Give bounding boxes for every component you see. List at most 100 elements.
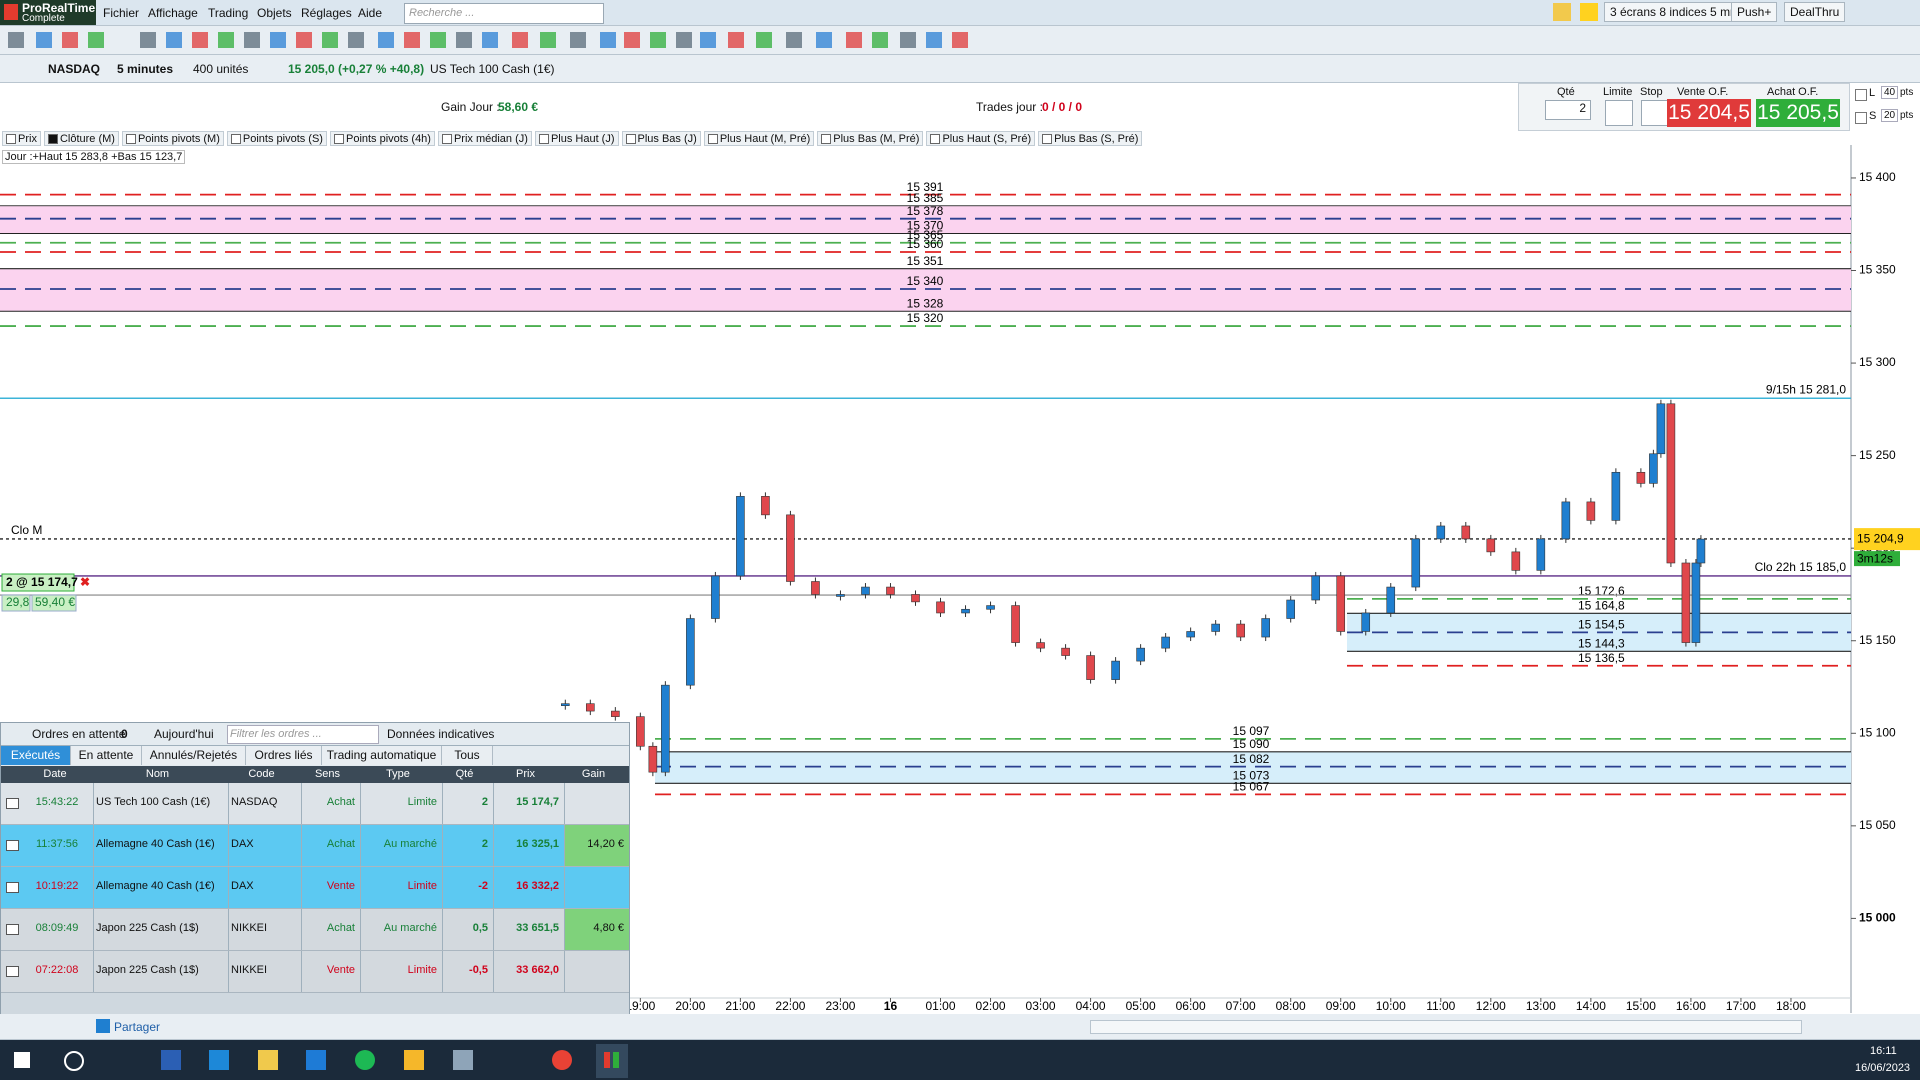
period[interactable]: Aujourd'hui <box>154 727 214 741</box>
app-icon[interactable] <box>552 1050 572 1070</box>
column-header[interactable]: Prix <box>516 768 535 780</box>
tool-icon[interactable] <box>456 32 472 48</box>
app-icon[interactable] <box>258 1050 278 1070</box>
checkbox[interactable] <box>707 133 718 144</box>
checkbox[interactable] <box>333 133 344 144</box>
order-row[interactable]: 07:22:08 Japon 225 Cash (1$) NIKKEI Vente Li… <box>1 951 629 993</box>
tool-icon[interactable] <box>624 32 640 48</box>
tool-icon[interactable] <box>700 32 716 48</box>
tool-icon[interactable] <box>348 32 364 48</box>
menu-item[interactable]: Objets <box>257 6 292 20</box>
indicator[interactable]: Plus Bas (S, Pré) <box>1038 131 1143 146</box>
order-row[interactable]: 15:43:22 US Tech 100 Cash (1€) NASDAQ Achat… <box>1 783 629 825</box>
indicator[interactable]: Plus Haut (S, Pré) <box>926 131 1036 146</box>
tool-icon[interactable] <box>8 32 24 48</box>
tool-icon[interactable] <box>540 32 556 48</box>
column-header[interactable]: Sens <box>314 768 341 780</box>
interval[interactable]: 5 minutes <box>117 62 174 76</box>
indicator[interactable]: Clôture (M) <box>43 131 119 146</box>
indicator[interactable]: Prix médian (J) <box>437 131 532 146</box>
tool-icon[interactable] <box>88 32 104 48</box>
tab[interactable]: Ordres liés <box>246 746 322 765</box>
checkbox[interactable] <box>1855 112 1867 124</box>
app-icon[interactable] <box>453 1050 473 1070</box>
limit-button[interactable] <box>1605 100 1633 126</box>
app-icon[interactable] <box>161 1050 181 1070</box>
column-header[interactable]: Code <box>248 768 275 780</box>
tool-icon[interactable] <box>62 32 78 48</box>
menu-item[interactable]: Réglages <box>301 6 352 20</box>
tool-icon[interactable] <box>926 32 942 48</box>
indicator[interactable]: Plus Bas (M, Pré) <box>817 131 924 146</box>
icon[interactable] <box>1580 3 1598 21</box>
push-button[interactable]: Push+ <box>1731 2 1778 22</box>
share-button[interactable]: Partager <box>114 1020 161 1034</box>
order-row[interactable]: 11:37:56 Allemagne 40 Cash (1€) DAX Achat Au… <box>1 825 629 867</box>
order-row[interactable]: 10:19:22 Allemagne 40 Cash (1€) DAX Vente Li… <box>1 867 629 909</box>
checkbox[interactable] <box>125 133 136 144</box>
menu-item[interactable]: Aide <box>358 6 383 20</box>
tool-icon[interactable] <box>140 32 156 48</box>
layout-button[interactable]: 3 écrans 8 indices 5 mn <box>1604 2 1743 22</box>
tool-icon[interactable] <box>166 32 182 48</box>
app-icon[interactable] <box>404 1050 424 1070</box>
app-icon[interactable] <box>306 1050 326 1070</box>
start-icon[interactable] <box>14 1052 30 1068</box>
tool-icon[interactable] <box>846 32 862 48</box>
indicator[interactable]: Plus Haut (J) <box>534 131 619 146</box>
tool-icon[interactable] <box>378 32 394 48</box>
tool-icon[interactable] <box>872 32 888 48</box>
tool-icon[interactable] <box>322 32 338 48</box>
tool-icon[interactable] <box>676 32 692 48</box>
checkbox[interactable] <box>6 133 16 144</box>
checkbox[interactable] <box>230 133 241 144</box>
app-icon[interactable] <box>209 1050 229 1070</box>
checkbox[interactable] <box>538 133 549 144</box>
tool-icon[interactable] <box>816 32 832 48</box>
tool-icon[interactable] <box>650 32 666 48</box>
tab[interactable]: Annulés/Rejetés <box>142 746 246 765</box>
column-header[interactable]: Type <box>386 768 410 780</box>
column-header[interactable]: Gain <box>581 768 606 780</box>
logo[interactable]: ProRealTime Complete <box>0 0 96 25</box>
checkbox[interactable] <box>441 133 452 144</box>
menu-item[interactable]: Trading <box>208 6 249 20</box>
tool-icon[interactable] <box>786 32 802 48</box>
tool-icon[interactable] <box>430 32 446 48</box>
checkbox[interactable] <box>47 133 58 144</box>
sell-button[interactable]: 15 204,5 <box>1667 99 1751 127</box>
indicator[interactable]: Points pivots (4h) <box>329 131 435 146</box>
checkbox[interactable] <box>821 133 832 144</box>
indicator[interactable]: Points pivots (M) <box>121 131 224 146</box>
indicator[interactable]: Points pivots (S) <box>226 131 327 146</box>
tool-icon[interactable] <box>36 32 52 48</box>
tool-icon[interactable] <box>296 32 312 48</box>
tool-icon[interactable] <box>728 32 744 48</box>
tool-icon[interactable] <box>900 32 916 48</box>
tool-icon[interactable] <box>244 32 260 48</box>
icon[interactable] <box>1553 3 1571 21</box>
dealthru-button[interactable]: DealThru <box>1784 2 1846 22</box>
tool-icon[interactable] <box>218 32 234 48</box>
active-app[interactable] <box>596 1044 628 1078</box>
indicator[interactable]: Plus Bas (J) <box>621 131 701 146</box>
tool-icon[interactable] <box>756 32 772 48</box>
indicator[interactable]: Prix <box>2 131 41 146</box>
tab[interactable]: En attente <box>71 746 142 765</box>
menu-item[interactable]: Affichage <box>148 6 198 20</box>
column-header[interactable]: Nom <box>145 768 170 780</box>
column-header[interactable]: Qté <box>455 768 474 780</box>
symbol[interactable]: NASDAQ <box>48 62 101 76</box>
menu-item[interactable]: Fichier <box>103 6 140 20</box>
app-icon[interactable] <box>355 1050 375 1070</box>
stop-button[interactable] <box>1641 100 1669 126</box>
checkbox[interactable] <box>1042 133 1053 144</box>
tab[interactable]: Trading automatique <box>322 746 442 765</box>
tool-icon[interactable] <box>404 32 420 48</box>
search-box[interactable]: Recherche ... <box>404 3 604 24</box>
tool-icon[interactable] <box>570 32 586 48</box>
checkbox[interactable] <box>625 133 636 144</box>
tool-icon[interactable] <box>270 32 286 48</box>
l-points[interactable]: 40 <box>1881 86 1899 99</box>
indicator[interactable]: Plus Haut (M, Pré) <box>703 131 815 146</box>
